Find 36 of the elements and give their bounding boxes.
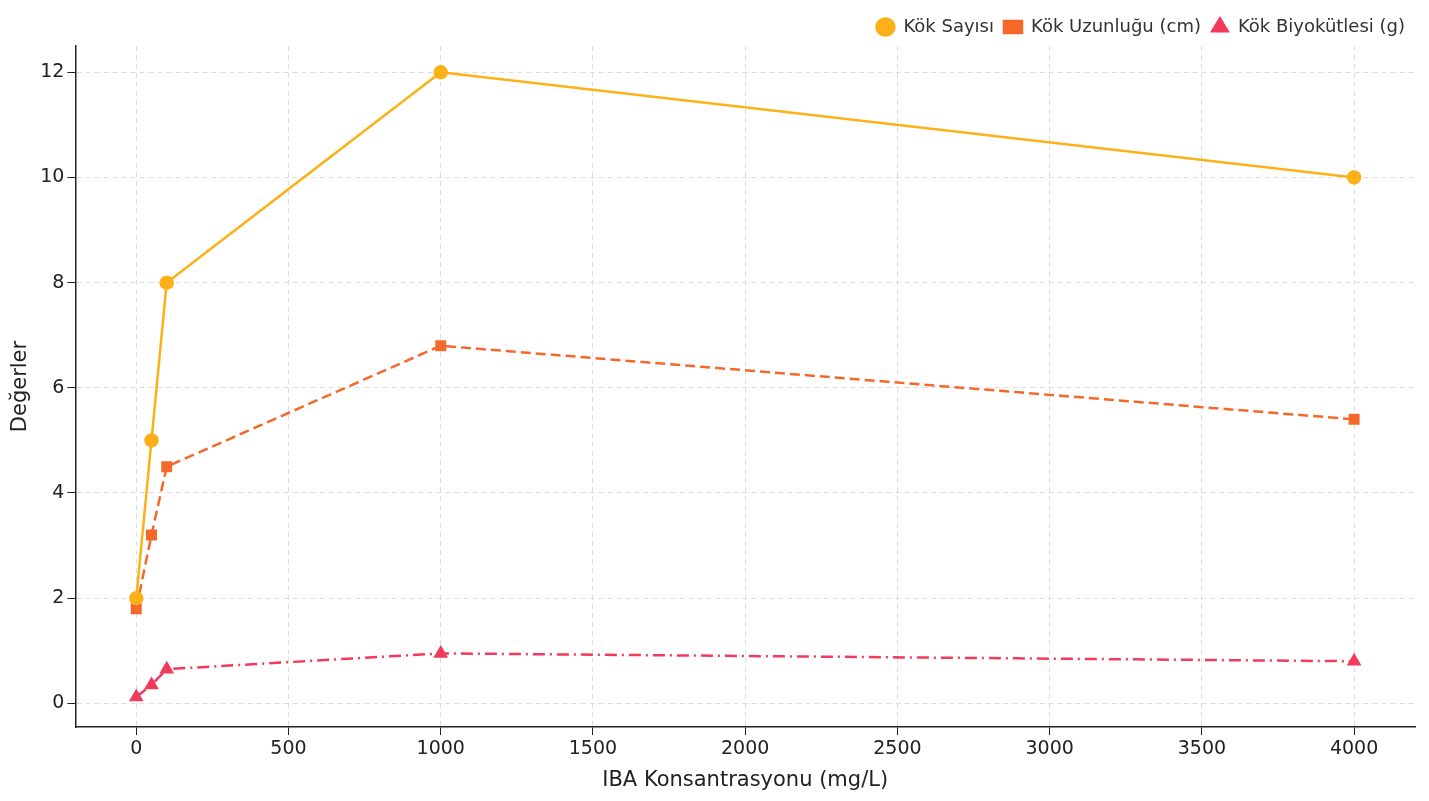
point xyxy=(1348,413,1360,425)
x-axis-title: IBA Konsantrasyonu (mg/L) xyxy=(602,766,889,791)
point xyxy=(130,603,142,615)
y-tick-label: 2 xyxy=(52,585,65,608)
x-tick-label: 3500 xyxy=(1177,736,1227,759)
legend-label: Kök Sayısı xyxy=(903,14,994,36)
y-tick-label: 4 xyxy=(52,479,65,502)
point xyxy=(1347,654,1361,666)
x-tick-label: 1500 xyxy=(568,736,618,759)
x-tick-label: 2500 xyxy=(873,736,922,759)
point xyxy=(1346,170,1362,185)
y-tick-label: 0 xyxy=(52,690,65,713)
y-tick-label: 6 xyxy=(52,374,65,397)
x-tick-label: 1000 xyxy=(416,736,465,759)
y-tick-label: 8 xyxy=(52,269,65,292)
x-tick-label: 3000 xyxy=(1025,736,1074,759)
legend-label: Kök Biyokütlesi (g) xyxy=(1237,14,1405,36)
point xyxy=(435,340,447,352)
legend-label: Kök Uzunluğu (cm) xyxy=(1030,14,1201,36)
point xyxy=(129,590,144,606)
y-tick-label: 12 xyxy=(40,59,65,82)
point xyxy=(433,65,448,80)
point xyxy=(160,661,174,674)
point xyxy=(434,646,448,658)
point xyxy=(144,433,159,448)
y-axis-title: Değerler xyxy=(7,340,32,433)
x-tick-label: 0 xyxy=(130,736,143,759)
x-tick-label: 2000 xyxy=(721,736,770,759)
y-tick-label: 10 xyxy=(40,164,65,187)
point xyxy=(159,275,174,290)
point xyxy=(129,689,143,702)
point xyxy=(145,677,158,690)
point xyxy=(146,529,157,541)
x-tick-label: 500 xyxy=(270,736,307,759)
x-tick-label: 4000 xyxy=(1329,736,1379,759)
point xyxy=(161,461,173,473)
